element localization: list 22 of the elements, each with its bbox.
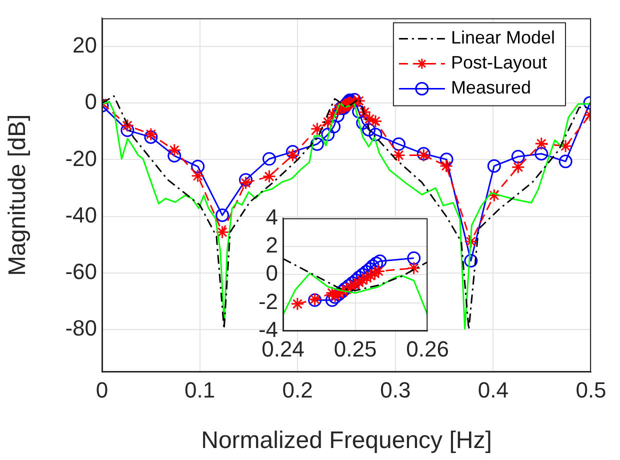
y-tick-label: -2 [258, 288, 278, 314]
y-axis-title: Magnitude [dB] [4, 114, 32, 276]
x-tick-label: 0.2 [282, 377, 313, 402]
legend-label: Linear Model [450, 28, 555, 48]
x-tick-label: 0.3 [380, 377, 411, 402]
x-tick-label: 0.1 [184, 377, 216, 402]
y-tick-label: 2 [266, 232, 278, 258]
y-tick-label: -40 [65, 202, 97, 228]
x-tick-label: 0.25 [334, 336, 377, 362]
x-tick-label: 0.4 [478, 377, 508, 402]
x-tick-label: 0.5 [576, 377, 606, 402]
y-tick-label: -60 [65, 259, 97, 284]
y-tick-label: -20 [65, 146, 97, 171]
y-tick-label: 4 [266, 204, 278, 230]
legend-label: Measured [450, 78, 531, 98]
legend-label: Post-Layout [450, 52, 547, 73]
y-tick-label: 0 [266, 260, 278, 286]
y-tick-label: 20 [72, 32, 97, 58]
y-tick-label: 0 [84, 89, 97, 114]
x-tick-label: 0.26 [406, 336, 450, 362]
y-tick-label: -80 [65, 316, 97, 341]
x-axis-title: Normalized Frequency [Hz] [201, 427, 492, 454]
